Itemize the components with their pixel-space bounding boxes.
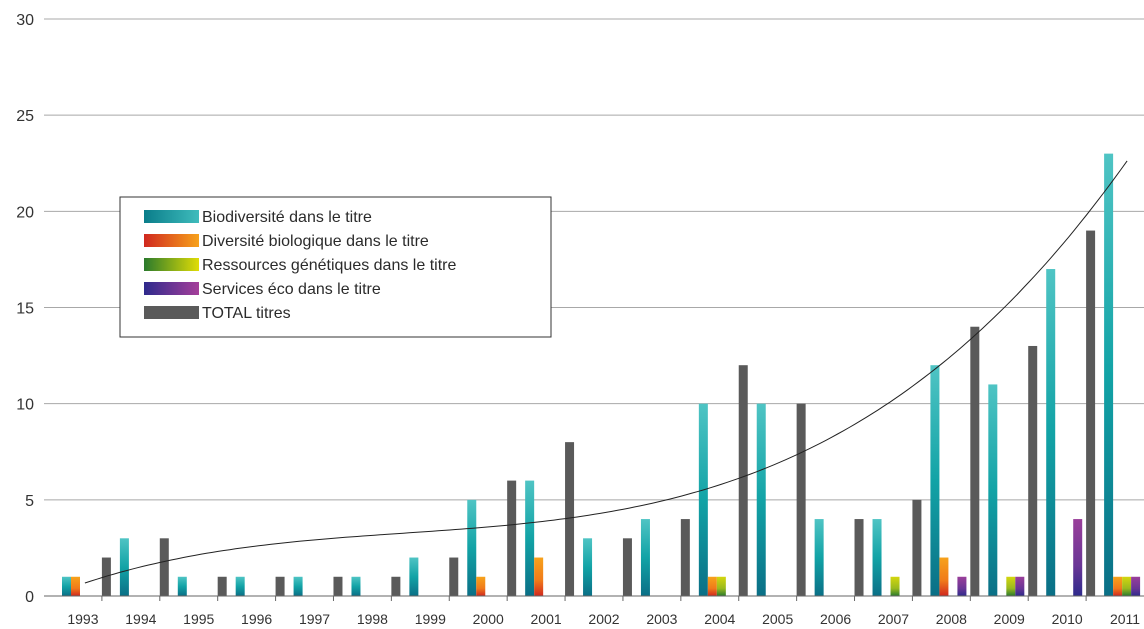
bar-total	[565, 442, 575, 596]
bars	[62, 153, 1141, 597]
x-tick-label: 2005	[762, 611, 793, 627]
legend-swatch	[144, 306, 199, 319]
bar-series-1	[351, 576, 361, 596]
bar-series-3	[1006, 576, 1016, 596]
x-tick-label: 2009	[994, 611, 1025, 627]
bar-series-2	[939, 557, 949, 596]
y-tick-label: 5	[25, 493, 34, 510]
bar-total	[333, 576, 343, 596]
legend-swatch	[144, 210, 199, 223]
x-tick-label: 1995	[183, 611, 214, 627]
bar-total	[275, 576, 285, 596]
x-tick-label: 2000	[473, 611, 504, 627]
bar-series-3	[1122, 576, 1132, 596]
x-tick-label: 2002	[588, 611, 619, 627]
x-tick-label: 1993	[67, 611, 98, 627]
legend-swatch	[144, 234, 199, 247]
y-tick-label: 10	[16, 397, 34, 414]
bar-total	[796, 403, 806, 596]
x-tick-label: 2011	[1110, 611, 1140, 627]
trendline	[84, 160, 1128, 584]
bar-series-1	[119, 538, 129, 596]
legend-label: Ressources génétiques dans le titre	[202, 257, 456, 274]
legend-swatch	[144, 282, 199, 295]
bar-total	[1086, 230, 1096, 597]
x-tick-label: 1994	[125, 611, 156, 627]
y-axis-ticks: 0 5 10 15 20 25 30	[16, 12, 34, 606]
bar-series-1	[1046, 269, 1056, 596]
bar-series-4	[1131, 576, 1141, 596]
x-tick-label: 2010	[1052, 611, 1083, 627]
y-tick-label: 15	[16, 301, 34, 318]
bar-series-1	[177, 576, 187, 596]
bar-total	[101, 557, 111, 596]
bar-series-1	[698, 403, 708, 596]
x-tick-label: 1996	[241, 611, 272, 627]
legend-label: Biodiversité dans le titre	[202, 209, 372, 226]
x-axis-ticks: 1993 1994 1995 1996 1997 1998 1999 2000 2001 2002…	[67, 596, 1140, 627]
x-tick-label: 2001	[531, 611, 562, 627]
legend-label: Services éco dans le titre	[202, 281, 381, 298]
bar-total	[738, 365, 748, 596]
x-tick-label: 1999	[415, 611, 446, 627]
bar-series-4	[1015, 576, 1025, 596]
bar-series-1	[409, 557, 419, 596]
y-tick-label: 0	[25, 589, 34, 606]
bar-series-2	[707, 576, 717, 596]
x-tick-label: 2007	[878, 611, 909, 627]
y-tick-label: 30	[16, 12, 34, 29]
bar-series-1	[1104, 153, 1114, 596]
x-tick-label: 2004	[704, 611, 735, 627]
bar-series-3	[890, 576, 900, 596]
bar-series-1	[640, 519, 650, 596]
bar-series-1	[988, 384, 998, 596]
bar-total	[680, 519, 690, 596]
legend: Biodiversité dans le titre Diversité biol…	[119, 196, 552, 338]
bar-series-1	[235, 576, 245, 596]
x-tick-label: 1998	[357, 611, 388, 627]
bar-total	[391, 576, 401, 596]
bar-total	[507, 480, 517, 596]
bar-series-2	[1113, 576, 1123, 596]
bar-total	[622, 538, 632, 596]
legend-label: TOTAL titres	[202, 305, 291, 322]
bar-series-1	[583, 538, 593, 596]
bar-series-1	[293, 576, 303, 596]
bar-series-1	[525, 480, 535, 596]
legend-label: Diversité biologique dans le titre	[202, 233, 429, 250]
x-tick-label: 2008	[936, 611, 967, 627]
bar-series-1	[62, 576, 71, 596]
bar-total	[449, 557, 459, 596]
bar-series-1	[756, 403, 766, 596]
bar-series-4	[957, 576, 967, 596]
y-tick-label: 25	[16, 108, 34, 125]
bar-series-1	[930, 365, 940, 596]
y-tick-label: 20	[16, 204, 34, 221]
bar-series-1	[814, 519, 824, 596]
bar-series-3	[716, 576, 726, 596]
bar-total	[159, 538, 169, 596]
bar-total	[912, 499, 922, 596]
x-tick-label: 1997	[299, 611, 330, 627]
bar-series-4	[1073, 519, 1083, 596]
bar-series-1	[467, 499, 477, 596]
legend-swatch	[144, 258, 199, 271]
bar-total	[1028, 345, 1038, 596]
x-tick-label: 2003	[646, 611, 677, 627]
bar-series-1	[872, 519, 882, 596]
bar-series-2	[71, 576, 80, 596]
bar-total	[970, 326, 980, 596]
bar-series-2	[534, 557, 544, 596]
bar-total	[854, 519, 864, 596]
bar-total	[217, 576, 227, 596]
bar-series-2	[476, 576, 486, 596]
x-tick-label: 2006	[820, 611, 851, 627]
